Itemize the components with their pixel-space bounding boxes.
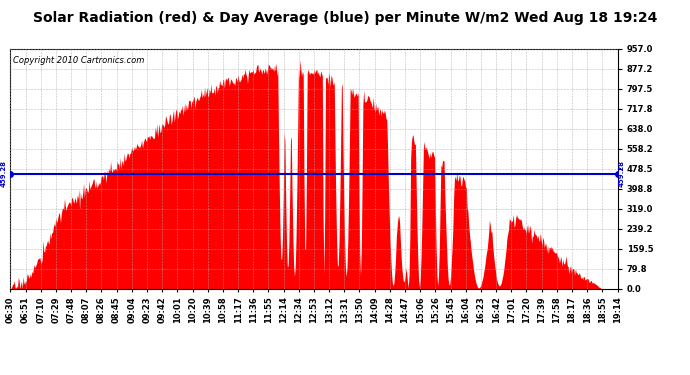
Text: 459.28: 459.28 [1,160,7,187]
Text: Copyright 2010 Cartronics.com: Copyright 2010 Cartronics.com [13,56,145,65]
Text: 459.28: 459.28 [618,160,624,187]
Text: Solar Radiation (red) & Day Average (blue) per Minute W/m2 Wed Aug 18 19:24: Solar Radiation (red) & Day Average (blu… [33,11,657,25]
